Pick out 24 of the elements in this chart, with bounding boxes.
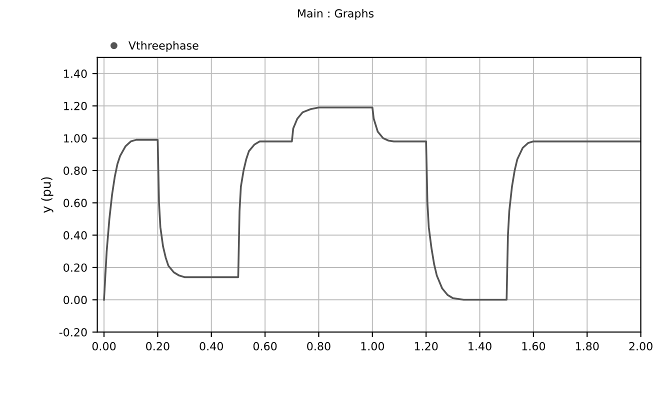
- chart-title: Main : Graphs: [298, 8, 374, 20]
- y-tick-label: 0.00: [64, 296, 87, 304]
- y-tick-label: 0.80: [64, 166, 87, 175]
- y-tick-label: 0.60: [64, 198, 87, 208]
- line-series: [103, 106, 641, 301]
- x-tick-label: 1.20: [414, 342, 438, 350]
- y-tick-label: 0.40: [64, 231, 87, 240]
- x-tick-label: 2.00: [629, 342, 652, 350]
- y-tick-label: 1.00: [64, 134, 87, 143]
- y-tick-label: 0.20: [64, 263, 87, 272]
- x-tick-label: 0.60: [253, 342, 277, 350]
- y-tick-label: -0.20: [59, 328, 87, 336]
- x-tick-label: 1.40: [468, 342, 492, 350]
- x-tick-label: 0.20: [146, 342, 170, 350]
- legend-label: Vthreephase: [128, 41, 198, 52]
- x-tick-label: 0.80: [307, 342, 330, 350]
- x-tick-label: 0.00: [92, 342, 116, 350]
- x-tick-label: 1.60: [522, 342, 546, 350]
- y-tick-label: 1.40: [64, 70, 87, 78]
- x-tick-label: 0.40: [200, 342, 223, 350]
- y-tick-label: 1.20: [64, 102, 87, 110]
- x-tick-label: 1.00: [361, 342, 384, 350]
- x-tick-label: 1.80: [576, 342, 599, 350]
- y-axis-title: y (pu): [41, 177, 54, 213]
